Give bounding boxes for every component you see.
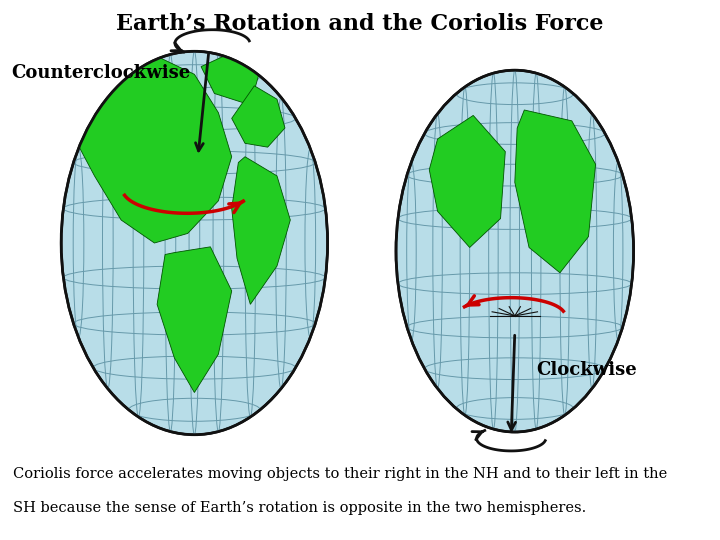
Polygon shape <box>515 110 595 273</box>
Polygon shape <box>157 247 232 393</box>
Text: Counterclockwise: Counterclockwise <box>11 64 190 82</box>
Text: Clockwise: Clockwise <box>536 361 637 379</box>
Text: SH because the sense of Earth’s rotation is opposite in the two hemispheres.: SH because the sense of Earth’s rotation… <box>13 501 586 515</box>
FancyBboxPatch shape <box>0 462 720 540</box>
Polygon shape <box>77 55 232 243</box>
Polygon shape <box>429 116 505 247</box>
Polygon shape <box>232 86 285 147</box>
Text: Earth’s Rotation and the Coriolis Force: Earth’s Rotation and the Coriolis Force <box>116 14 604 36</box>
Ellipse shape <box>61 51 328 435</box>
Ellipse shape <box>61 51 328 435</box>
Polygon shape <box>232 157 290 305</box>
Ellipse shape <box>396 70 634 432</box>
Ellipse shape <box>396 70 634 432</box>
Text: Coriolis force accelerates moving objects to their right in the NH and to their : Coriolis force accelerates moving object… <box>13 467 667 481</box>
Polygon shape <box>201 51 261 105</box>
